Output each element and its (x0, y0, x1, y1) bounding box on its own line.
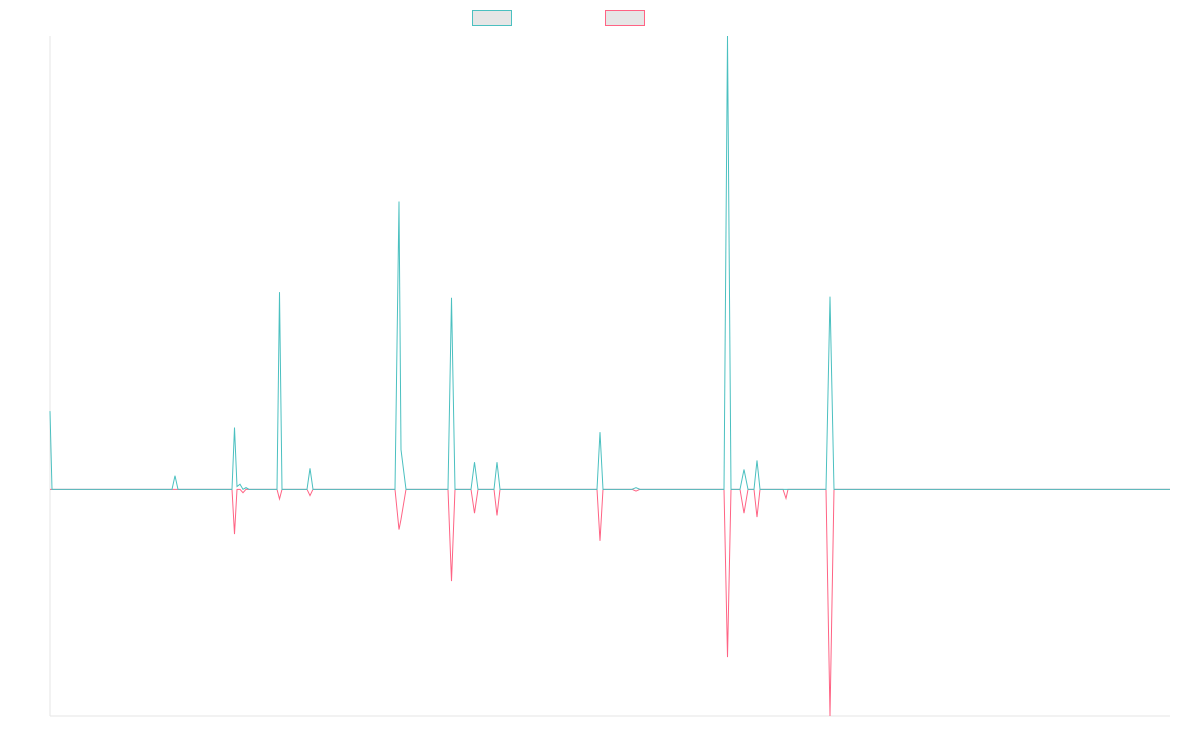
series-layer (49, 35, 1170, 717)
series-line-1 (49, 35, 1170, 491)
legend (472, 10, 645, 26)
series-line-2 (50, 488, 1170, 717)
legend-swatch-2[interactable] (605, 10, 645, 26)
axes (49, 36, 1170, 717)
legend-swatch-1[interactable] (472, 10, 512, 26)
